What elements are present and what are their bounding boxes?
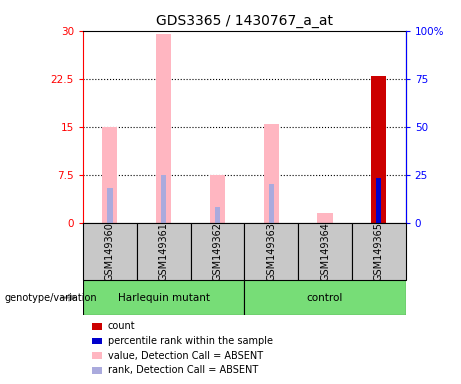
Text: GSM149360: GSM149360 bbox=[105, 222, 115, 281]
Bar bbox=[210, 175, 225, 223]
Bar bbox=[244, 280, 406, 315]
Text: GSM149365: GSM149365 bbox=[374, 222, 384, 281]
Bar bbox=[318, 213, 332, 223]
Bar bbox=[83, 223, 137, 280]
Bar bbox=[244, 223, 298, 280]
Bar bbox=[376, 178, 381, 223]
Text: genotype/variation: genotype/variation bbox=[5, 293, 97, 303]
Text: GSM149361: GSM149361 bbox=[159, 222, 169, 281]
Bar bbox=[107, 187, 112, 223]
Bar bbox=[83, 280, 244, 315]
Bar bbox=[156, 34, 171, 223]
Bar bbox=[352, 223, 406, 280]
Bar bbox=[215, 207, 220, 223]
Text: GSM149364: GSM149364 bbox=[320, 222, 330, 281]
Bar bbox=[298, 223, 352, 280]
Text: count: count bbox=[108, 321, 136, 331]
Text: GSM149362: GSM149362 bbox=[213, 222, 223, 281]
Bar bbox=[190, 223, 244, 280]
Bar bbox=[268, 184, 274, 223]
Bar bbox=[137, 223, 190, 280]
Title: GDS3365 / 1430767_a_at: GDS3365 / 1430767_a_at bbox=[156, 14, 333, 28]
Bar bbox=[102, 127, 118, 223]
Text: GSM149363: GSM149363 bbox=[266, 222, 276, 281]
Text: Harlequin mutant: Harlequin mutant bbox=[118, 293, 210, 303]
Text: percentile rank within the sample: percentile rank within the sample bbox=[108, 336, 273, 346]
Bar bbox=[161, 175, 166, 223]
Text: value, Detection Call = ABSENT: value, Detection Call = ABSENT bbox=[108, 351, 263, 361]
Text: control: control bbox=[307, 293, 343, 303]
Bar bbox=[371, 76, 386, 223]
Text: rank, Detection Call = ABSENT: rank, Detection Call = ABSENT bbox=[108, 365, 258, 375]
Bar bbox=[264, 124, 279, 223]
